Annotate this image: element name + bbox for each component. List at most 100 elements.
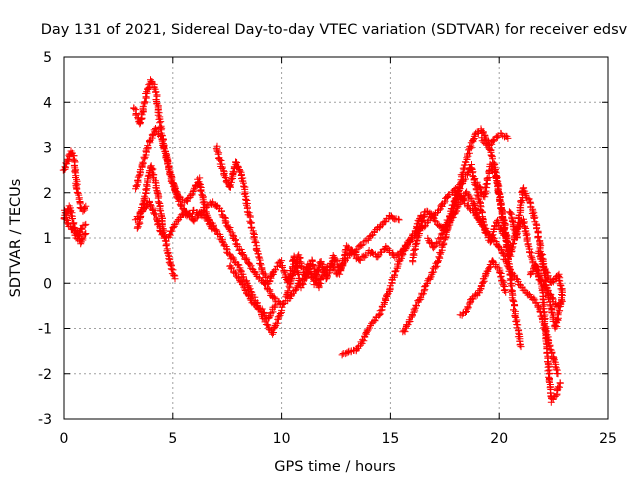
data-point (173, 188, 181, 196)
data-point (433, 262, 441, 270)
data-point (506, 209, 514, 217)
series-trace-21 (534, 247, 566, 296)
data-point (473, 191, 481, 199)
data-point (415, 226, 423, 234)
data-point (375, 312, 383, 320)
data-point (80, 231, 88, 239)
y-tick-label: -2 (38, 367, 52, 383)
data-point (500, 282, 507, 290)
data-point (196, 174, 204, 182)
x-tick-label: 5 (168, 431, 177, 447)
data-point (132, 110, 140, 118)
data-point (71, 168, 79, 176)
data-point (275, 313, 283, 321)
data-point (556, 379, 564, 387)
data-point (360, 337, 368, 345)
data-point (132, 182, 140, 190)
data-point (535, 249, 543, 257)
data-point (249, 229, 257, 237)
chart-title: Day 131 of 2021, Sidereal Day-to-day VTE… (41, 22, 628, 38)
data-point (496, 269, 504, 277)
data-point (251, 269, 259, 277)
data-point (524, 241, 532, 249)
x-axis-label: GPS time / hours (274, 459, 395, 475)
data-point (530, 214, 538, 222)
data-point (341, 350, 349, 358)
data-point (139, 158, 147, 166)
data-point (426, 209, 434, 217)
data-point (541, 324, 549, 332)
data-point (458, 195, 466, 203)
x-tick-label: 25 (599, 431, 617, 447)
data-point (226, 182, 234, 190)
data-point (271, 294, 279, 302)
data-point (266, 278, 274, 286)
data-point (279, 301, 287, 308)
data-point (553, 316, 561, 323)
data-point (490, 169, 498, 176)
data-point (463, 154, 471, 162)
data-point (135, 172, 143, 180)
data-point (239, 251, 246, 258)
data-point (156, 133, 164, 140)
data-point (216, 156, 224, 164)
data-point (167, 265, 175, 273)
data-point (255, 253, 263, 261)
data-point (516, 341, 524, 349)
data-point (69, 219, 77, 227)
data-point (442, 222, 449, 230)
data-point (396, 256, 404, 264)
data-point (240, 182, 248, 190)
data-point (483, 174, 491, 182)
data-point (441, 226, 449, 234)
data-point (402, 324, 409, 332)
data-point (197, 187, 205, 195)
data-point (226, 251, 234, 259)
data-point (137, 115, 145, 123)
data-point (144, 84, 152, 92)
data-point (139, 200, 147, 208)
data-point (130, 105, 138, 113)
series-trace-20 (526, 262, 564, 406)
data-point (149, 132, 156, 140)
data-point (490, 137, 498, 145)
data-point (248, 224, 256, 232)
data-point (213, 147, 221, 155)
data-point (487, 233, 495, 241)
data-point (374, 252, 382, 260)
data-point (265, 313, 273, 321)
data-point (356, 256, 364, 264)
data-point (509, 296, 517, 304)
data-point (395, 216, 403, 224)
data-point (526, 248, 534, 256)
data-point (504, 134, 512, 142)
data-point (371, 317, 379, 325)
data-point (336, 270, 344, 278)
data-point (517, 343, 525, 351)
data-point (150, 175, 158, 183)
data-point (67, 208, 74, 216)
data-point (510, 298, 518, 306)
data-point (487, 151, 495, 159)
data-point (426, 274, 434, 282)
data-point (347, 247, 355, 255)
data-point (371, 227, 378, 235)
data-point (435, 206, 443, 214)
data-point (464, 190, 472, 198)
data-point (295, 271, 303, 278)
data-point (161, 147, 169, 155)
data-point (477, 185, 485, 193)
series-trace-8 (212, 142, 286, 288)
y-tick-label: 0 (43, 276, 52, 292)
data-point (511, 302, 519, 310)
data-point (81, 204, 88, 212)
data-point (225, 182, 233, 190)
data-point (179, 210, 186, 218)
data-point (226, 227, 234, 235)
data-point (246, 260, 254, 268)
data-point (554, 370, 562, 378)
data-point (222, 218, 230, 226)
data-point (82, 230, 90, 237)
data-point (451, 194, 459, 202)
